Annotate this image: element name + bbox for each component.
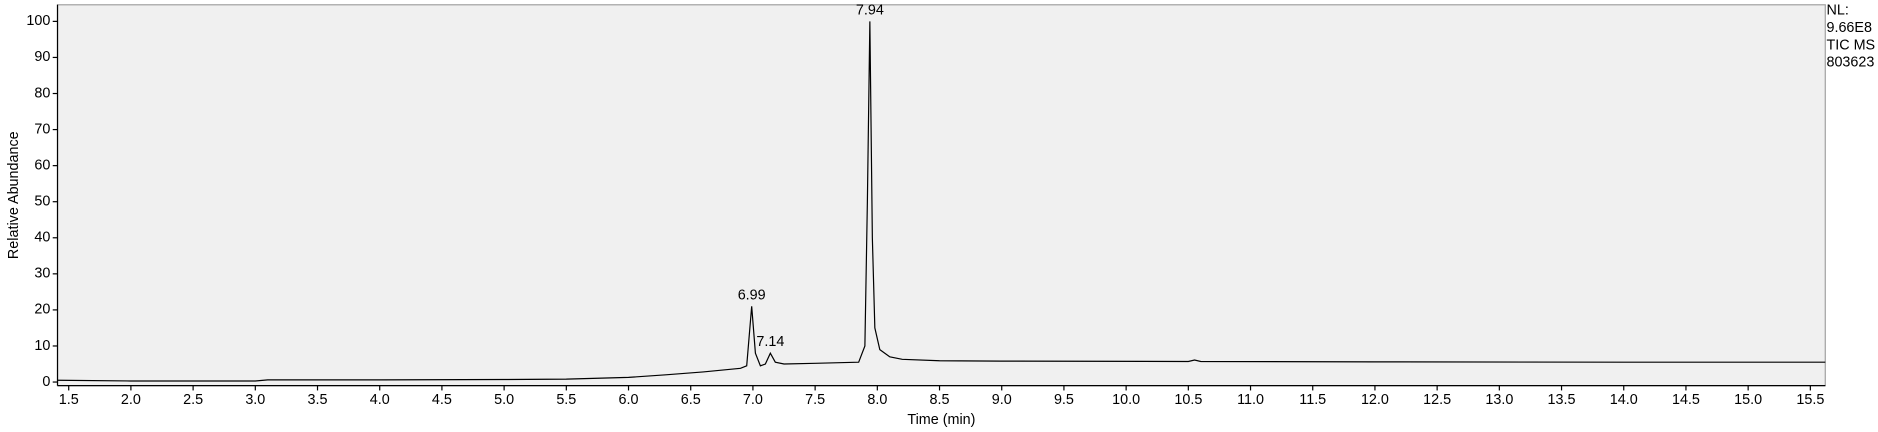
x-tick-label: 3.0 bbox=[245, 392, 265, 408]
x-tick-label: 10.5 bbox=[1174, 392, 1202, 408]
x-tick-label: 2.0 bbox=[121, 392, 141, 408]
x-tick-label: 8.0 bbox=[867, 392, 887, 408]
info-text: TIC MS bbox=[1826, 37, 1875, 53]
y-tick-label: 70 bbox=[34, 121, 50, 137]
x-tick-label: 3.5 bbox=[308, 392, 328, 408]
peak-label: 7.14 bbox=[756, 334, 784, 350]
y-tick-label: 20 bbox=[34, 302, 50, 318]
x-tick-label: 10.0 bbox=[1112, 392, 1140, 408]
x-tick-label: 5.5 bbox=[556, 392, 576, 408]
y-tick-label: 40 bbox=[34, 230, 50, 246]
x-tick-label: 13.0 bbox=[1485, 392, 1513, 408]
x-tick-label: 11.0 bbox=[1237, 392, 1264, 408]
x-tick-label: 8.5 bbox=[930, 392, 950, 408]
x-tick-label: 14.0 bbox=[1610, 392, 1638, 408]
x-tick-label: 6.5 bbox=[681, 392, 701, 408]
x-tick-label: 1.5 bbox=[59, 392, 79, 408]
x-tick-label: 14.5 bbox=[1672, 392, 1700, 408]
peak-label: 7.94 bbox=[856, 2, 884, 18]
x-tick-label: 4.5 bbox=[432, 392, 452, 408]
x-tick-label: 4.0 bbox=[370, 392, 390, 408]
info-text: NL: bbox=[1826, 3, 1848, 19]
y-tick-label: 80 bbox=[34, 85, 50, 101]
y-tick-label: 10 bbox=[34, 338, 50, 354]
y-tick-label: 30 bbox=[34, 266, 50, 282]
info-text: 9.66E8 bbox=[1826, 20, 1872, 36]
x-tick-label: 6.0 bbox=[619, 392, 639, 408]
x-tick-label: 7.5 bbox=[805, 392, 825, 408]
trace-line bbox=[57, 21, 1826, 382]
y-tick-label: 0 bbox=[42, 374, 50, 390]
y-tick-label: 50 bbox=[34, 194, 50, 210]
x-tick-label: 11.5 bbox=[1299, 392, 1326, 408]
info-text: 803623 bbox=[1826, 55, 1874, 71]
x-tick-label: 2.5 bbox=[183, 392, 203, 408]
x-tick-label: 12.5 bbox=[1423, 392, 1451, 408]
x-tick-label: 9.0 bbox=[992, 392, 1012, 408]
y-axis-label: Relative Abundance bbox=[6, 131, 22, 259]
x-tick-label: 5.0 bbox=[494, 392, 514, 408]
x-tick-label: 9.5 bbox=[1054, 392, 1074, 408]
y-tick-label: 100 bbox=[26, 13, 50, 29]
x-axis-label: Time (min) bbox=[907, 412, 975, 428]
plot-area bbox=[56, 4, 1826, 387]
x-tick-label: 7.0 bbox=[743, 392, 763, 408]
y-tick-label: 60 bbox=[34, 157, 50, 173]
peak-label: 6.99 bbox=[738, 287, 766, 303]
x-tick-label: 15.5 bbox=[1796, 392, 1824, 408]
x-tick-label: 13.5 bbox=[1548, 392, 1576, 408]
y-tick-label: 90 bbox=[34, 49, 50, 65]
x-tick-label: 15.0 bbox=[1734, 392, 1762, 408]
x-tick-label: 12.0 bbox=[1361, 392, 1389, 408]
